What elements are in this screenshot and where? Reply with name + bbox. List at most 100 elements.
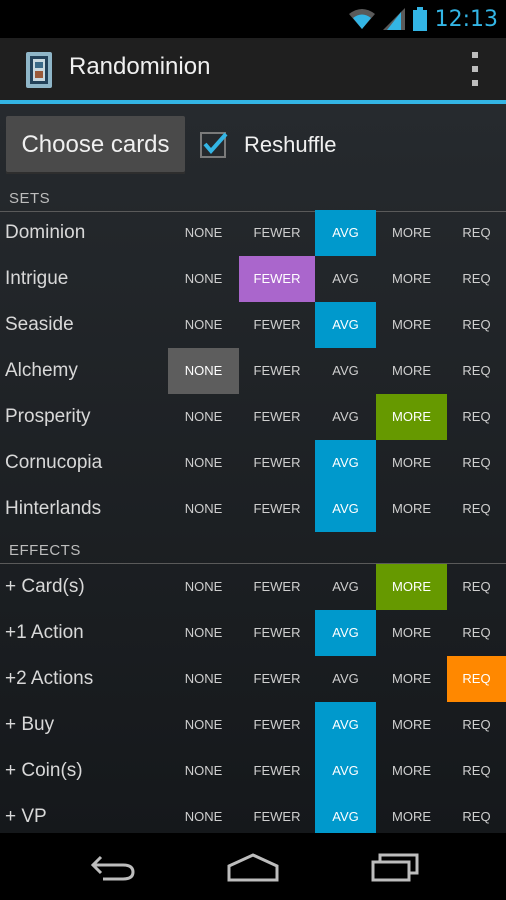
option-avg-button[interactable]: AVG <box>315 702 376 748</box>
option-more-button[interactable]: MORE <box>392 225 431 240</box>
overflow-menu-icon[interactable] <box>470 52 480 86</box>
option-fewer-button[interactable]: FEWER <box>239 256 315 302</box>
option-none-button[interactable]: NONE <box>184 579 223 594</box>
option-avg-button[interactable]: AVG <box>332 363 359 378</box>
option-req-button[interactable]: REQ <box>462 317 491 332</box>
option-more-button[interactable]: MORE <box>392 317 431 332</box>
effects-row: +1 Action NONE FEWER AVG MORE REQ <box>0 610 506 656</box>
option-avg-button[interactable]: AVG <box>315 440 376 486</box>
option-req-button[interactable]: REQ <box>462 501 491 516</box>
option-fewer-button[interactable]: FEWER <box>253 671 301 686</box>
option-avg-button[interactable]: AVG <box>332 271 359 286</box>
option-req-button[interactable]: REQ <box>462 271 491 286</box>
option-none-button[interactable]: NONE <box>168 348 239 394</box>
option-avg-button[interactable]: AVG <box>332 671 359 686</box>
option-req-button[interactable]: REQ <box>462 363 491 378</box>
sets-row: Hinterlands NONE FEWER AVG MORE REQ <box>0 486 506 532</box>
option-req-button[interactable]: REQ <box>462 409 491 424</box>
app-logo-icon <box>26 52 52 88</box>
wifi-icon <box>348 8 375 30</box>
row-label: Intrigue <box>5 268 69 289</box>
option-avg-button[interactable]: AVG <box>315 210 376 256</box>
effects-row: + Card(s) NONE FEWER AVG MORE REQ <box>0 564 506 610</box>
option-avg-button[interactable]: AVG <box>315 302 376 348</box>
option-fewer-button[interactable]: FEWER <box>253 225 301 240</box>
reshuffle-checkbox[interactable] <box>200 132 228 158</box>
option-fewer-button[interactable]: FEWER <box>253 363 301 378</box>
option-more-button[interactable]: MORE <box>392 271 431 286</box>
row-label: Alchemy <box>5 360 78 381</box>
effects-row: +2 Actions NONE FEWER AVG MORE REQ <box>0 656 506 702</box>
option-fewer-button[interactable]: FEWER <box>253 317 301 332</box>
action-bar: Randominion <box>0 38 506 100</box>
option-none-button[interactable]: NONE <box>184 317 223 332</box>
effects-row: + VP NONE FEWER AVG MORE REQ <box>0 794 506 833</box>
option-more-button[interactable]: MORE <box>376 394 447 440</box>
row-label: + Card(s) <box>5 576 85 597</box>
clock: 12:13 <box>434 6 498 32</box>
sets-row: Intrigue NONE FEWER AVG MORE REQ <box>0 256 506 302</box>
option-req-button[interactable]: REQ <box>462 579 491 594</box>
option-none-button[interactable]: NONE <box>184 501 223 516</box>
option-none-button[interactable]: NONE <box>184 455 223 470</box>
reshuffle-label: Reshuffle <box>244 132 337 157</box>
home-icon[interactable] <box>218 847 288 887</box>
option-none-button[interactable]: NONE <box>184 671 223 686</box>
option-avg-button[interactable]: AVG <box>315 610 376 656</box>
status-icons: 12:13 <box>348 4 498 34</box>
sets-section-header: SETS <box>0 188 506 212</box>
option-req-button[interactable]: REQ <box>462 809 491 824</box>
option-req-button[interactable]: REQ <box>462 625 491 640</box>
option-req-button[interactable]: REQ <box>447 656 506 702</box>
option-more-button[interactable]: MORE <box>392 455 431 470</box>
option-fewer-button[interactable]: FEWER <box>253 409 301 424</box>
row-label: + Buy <box>5 714 55 735</box>
option-none-button[interactable]: NONE <box>184 717 223 732</box>
option-none-button[interactable]: NONE <box>184 271 223 286</box>
option-more-button[interactable]: MORE <box>392 625 431 640</box>
option-fewer-button[interactable]: FEWER <box>253 717 301 732</box>
option-req-button[interactable]: REQ <box>462 455 491 470</box>
option-req-button[interactable]: REQ <box>462 717 491 732</box>
option-none-button[interactable]: NONE <box>184 625 223 640</box>
option-fewer-button[interactable]: FEWER <box>253 809 301 824</box>
status-bar: 12:13 <box>0 0 506 38</box>
signal-icon <box>382 8 405 30</box>
effects-header-label: EFFECTS <box>9 542 81 559</box>
app-title: Randominion <box>69 53 211 80</box>
main-content: Choose cards Reshuffle SETS Dominion NONE… <box>0 104 506 833</box>
option-avg-button[interactable]: AVG <box>332 579 359 594</box>
option-none-button[interactable]: NONE <box>184 225 223 240</box>
option-req-button[interactable]: REQ <box>462 225 491 240</box>
option-more-button[interactable]: MORE <box>376 564 447 610</box>
option-none-button[interactable]: NONE <box>184 763 223 778</box>
option-fewer-button[interactable]: FEWER <box>253 455 301 470</box>
option-more-button[interactable]: MORE <box>392 717 431 732</box>
option-fewer-button[interactable]: FEWER <box>253 763 301 778</box>
option-more-button[interactable]: MORE <box>392 763 431 778</box>
option-more-button[interactable]: MORE <box>392 809 431 824</box>
action-bar-divider <box>0 100 506 104</box>
option-avg-button[interactable]: AVG <box>332 409 359 424</box>
sets-row: Prosperity NONE FEWER AVG MORE REQ <box>0 394 506 440</box>
option-fewer-button[interactable]: FEWER <box>253 579 301 594</box>
option-avg-button[interactable]: AVG <box>315 794 376 833</box>
option-avg-button[interactable]: AVG <box>315 486 376 532</box>
option-none-button[interactable]: NONE <box>184 409 223 424</box>
option-none-button[interactable]: NONE <box>184 809 223 824</box>
reshuffle-toggle[interactable]: Reshuffle <box>200 132 337 158</box>
option-avg-button[interactable]: AVG <box>315 748 376 794</box>
recents-icon[interactable] <box>360 847 430 887</box>
battery-icon <box>412 7 427 31</box>
option-req-button[interactable]: REQ <box>462 763 491 778</box>
option-more-button[interactable]: MORE <box>392 363 431 378</box>
option-fewer-button[interactable]: FEWER <box>253 625 301 640</box>
option-more-button[interactable]: MORE <box>392 501 431 516</box>
navigation-bar <box>0 833 506 900</box>
choose-cards-button[interactable]: Choose cards <box>6 116 185 174</box>
sets-row: Alchemy NONE FEWER AVG MORE REQ <box>0 348 506 394</box>
back-icon[interactable] <box>78 847 148 887</box>
row-label: Cornucopia <box>5 452 103 473</box>
option-fewer-button[interactable]: FEWER <box>253 501 301 516</box>
option-more-button[interactable]: MORE <box>392 671 431 686</box>
